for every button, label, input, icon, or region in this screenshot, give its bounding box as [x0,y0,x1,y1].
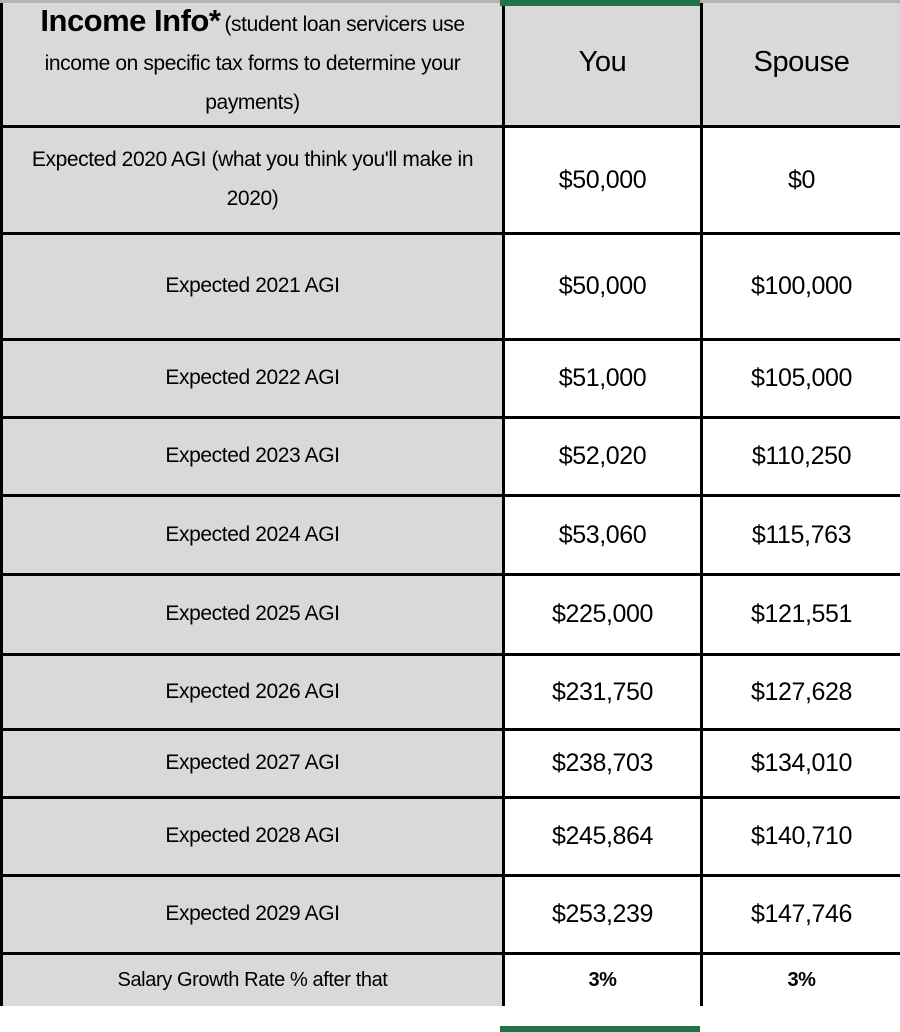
selection-border-top [500,0,700,6]
row-label-2024: Expected 2024 AGI [0,494,505,576]
table-row: Expected 2023 AGI $52,020 $110,250 [0,416,900,497]
cell-2025-spouse[interactable]: $121,551 [700,573,900,656]
table-row: Expected 2027 AGI $238,703 $134,010 [0,728,900,799]
column-header-you: You [502,0,703,128]
cell-2022-you[interactable]: $51,000 [502,338,703,419]
cell-2024-you[interactable]: $53,060 [502,494,703,576]
table-row: Salary Growth Rate % after that 3% 3% [0,952,900,1006]
table-row: Expected 2021 AGI $50,000 $100,000 [0,232,900,341]
cell-2028-spouse[interactable]: $140,710 [700,796,900,877]
row-label-2029: Expected 2029 AGI [0,874,505,955]
cell-2023-spouse[interactable]: $110,250 [700,416,900,497]
row-label-2025: Expected 2025 AGI [0,573,505,656]
cell-2025-you[interactable]: $225,000 [502,573,703,656]
cell-2028-you[interactable]: $245,864 [502,796,703,877]
table-row: Expected 2026 AGI $231,750 $127,628 [0,653,900,731]
cell-2026-spouse[interactable]: $127,628 [700,653,900,731]
row-label-2023: Expected 2023 AGI [0,416,505,497]
table-row: Expected 2024 AGI $53,060 $115,763 [0,494,900,576]
cell-2020-you[interactable]: $50,000 [502,125,703,235]
table-subtitle: (student loan servicers use income on sp… [44,13,465,114]
table-row: Expected 2020 AGI (what you think you'll… [0,125,900,235]
row-label-2028: Expected 2028 AGI [0,796,505,877]
table-title-cell: Income Info* (student loan servicers use… [0,0,505,128]
cell-growth-spouse[interactable]: 3% [700,952,900,1006]
table-row: Expected 2028 AGI $245,864 $140,710 [0,796,900,877]
row-label-2020: Expected 2020 AGI (what you think you'll… [0,125,505,235]
row-label-2021: Expected 2021 AGI [0,232,505,341]
cell-2021-you[interactable]: $50,000 [502,232,703,341]
cell-2024-spouse[interactable]: $115,763 [700,494,900,576]
row-label-2027: Expected 2027 AGI [0,728,505,799]
table-row: Expected 2025 AGI $225,000 $121,551 [0,573,900,656]
cell-2027-spouse[interactable]: $134,010 [700,728,900,799]
cell-2023-you[interactable]: $52,020 [502,416,703,497]
cell-2021-spouse[interactable]: $100,000 [700,232,900,341]
row-label-2022: Expected 2022 AGI [0,338,505,419]
selection-border-bottom [500,1026,700,1032]
row-label-growth-rate: Salary Growth Rate % after that [0,952,505,1006]
table-title: Income Info* [40,3,221,38]
cell-2029-you[interactable]: $253,239 [502,874,703,955]
column-header-spouse: Spouse [700,0,900,128]
cell-2029-spouse[interactable]: $147,746 [700,874,900,955]
table-row: Expected 2022 AGI $51,000 $105,000 [0,338,900,419]
cell-2022-spouse[interactable]: $105,000 [700,338,900,419]
income-info-table: Income Info* (student loan servicers use… [0,0,900,1006]
cell-growth-you[interactable]: 3% [502,952,703,1006]
cropped-top-edge [0,0,900,3]
table-row: Expected 2029 AGI $253,239 $147,746 [0,874,900,955]
cell-2020-spouse[interactable]: $0 [700,125,900,235]
row-label-2026: Expected 2026 AGI [0,653,505,731]
cell-2026-you[interactable]: $231,750 [502,653,703,731]
cell-2027-you[interactable]: $238,703 [502,728,703,799]
